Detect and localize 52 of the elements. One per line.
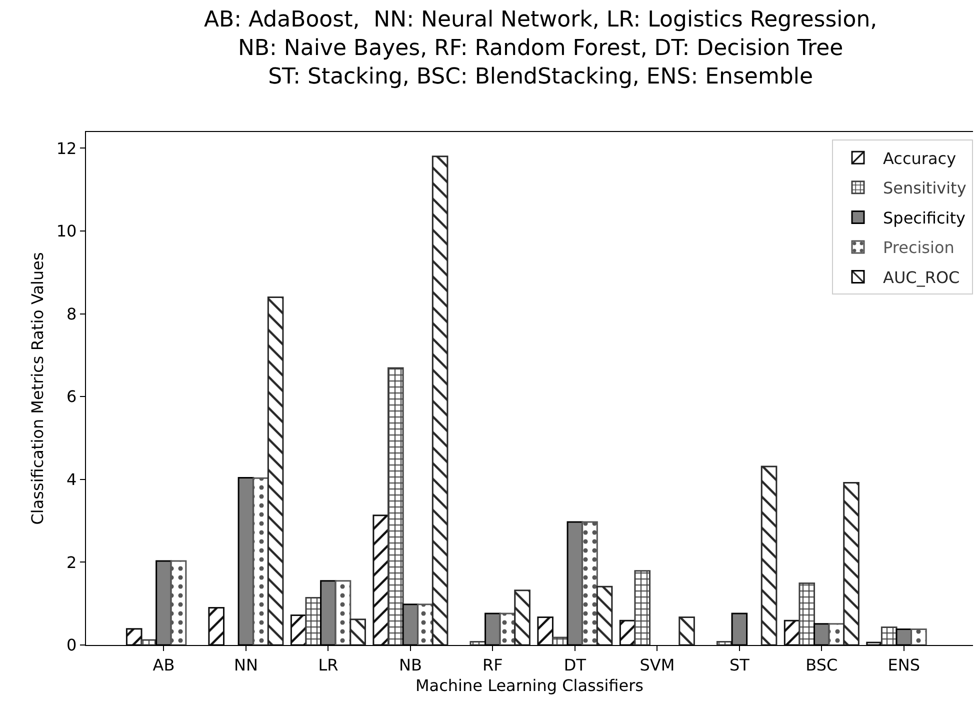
bar [634,570,651,645]
y-tick-label: 10 [56,222,77,241]
text: Precision [883,238,954,258]
legend-label: Specificity [883,208,966,228]
x-tick-label: RF [482,655,503,674]
y-tick-label: 4 [66,470,77,489]
x-tick-label: DT [564,655,586,674]
bar [582,521,598,645]
bar [798,582,816,645]
bar [417,604,434,645]
x-tick-label: ENS [888,655,920,674]
x-tick-label: SVM [640,655,675,674]
bar [170,560,187,645]
x-tick-label: LR [318,655,338,674]
y-tick-label: 12 [56,138,77,158]
bar [388,367,404,645]
x-tick-label: AB [152,655,175,674]
text: Accuracy [883,148,956,168]
bar [208,606,225,645]
bar [678,616,695,645]
x-tick-label: NN [234,655,258,674]
bar [372,514,389,645]
bar [432,156,448,645]
bar [537,616,554,645]
x-tick-label: ST [729,655,750,674]
text: AUC_ROC [883,268,960,288]
y-tick-label: 0 [66,636,77,655]
bar [880,626,898,645]
text: Sensitivity [883,178,966,198]
bar [596,586,613,645]
x-tick-label: BSC [806,655,838,674]
bar [514,590,530,645]
bar [828,623,845,645]
chart-title: AB: AdaBoost, NN: Neural Network, LR: Logistics Regression, NB: Naive Bayes, RF: Random Forest, DT: Decision Tree ST: Stacking, BSC: BlendStacking, ENS: Ensemble [204,7,878,90]
y-tick-label: 2 [66,552,77,572]
x-axis-title: Machine Learning Classifiers [416,676,644,695]
bar [252,477,269,645]
y-tick-label: 6 [66,387,77,406]
bar [843,482,860,645]
x-tick-label: NB [398,655,422,674]
bar [716,640,733,645]
bar [350,618,366,645]
bar [290,614,307,645]
bar [470,640,486,645]
bar [760,466,778,645]
bar [910,628,927,645]
bar [267,296,284,645]
bar [334,580,352,645]
bar [552,636,568,645]
bar [126,628,142,645]
y-axis-title: Classification Metrics Ratio Values [28,252,48,525]
y-tick-label: 8 [66,304,77,324]
